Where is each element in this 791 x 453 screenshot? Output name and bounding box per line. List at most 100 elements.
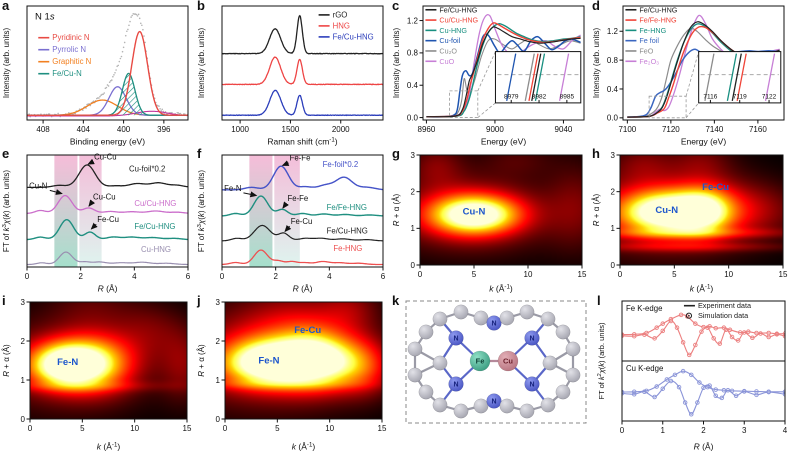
svg-text:2: 2 [611, 187, 616, 196]
svg-text:396: 396 [157, 125, 171, 134]
svg-text:rGO: rGO [333, 10, 348, 19]
svg-text:Fe/Cu-N: Fe/Cu-N [52, 69, 81, 78]
svg-text:10: 10 [524, 270, 533, 279]
panel-b-raman: b 1000 1500 2000 Raman shift (cm-1) Intensity… [195, 0, 390, 148]
svg-text:Fe₂O₃: Fe₂O₃ [639, 57, 659, 66]
svg-text:Cu: Cu [503, 357, 513, 366]
svg-text:0.0: 0.0 [407, 113, 419, 122]
panel-g-chart: 0 5 10 15 0 1 2 3 k (Å-1) R + α (Å) Cu-N [392, 151, 587, 294]
svg-text:Pyrrolic N: Pyrrolic N [52, 45, 86, 54]
svg-text:408: 408 [36, 125, 50, 134]
svg-text:1: 1 [21, 376, 26, 385]
svg-text:FT of k3χ(k) (arb. units): FT of k3χ(k) (arb. units) [2, 170, 11, 252]
svg-text:1.2: 1.2 [407, 16, 419, 25]
svg-text:2: 2 [21, 337, 26, 346]
svg-text:Fe-Cu: Fe-Cu [294, 325, 321, 336]
svg-text:N 1s: N 1s [35, 12, 55, 23]
svg-text:6: 6 [381, 272, 386, 281]
svg-text:Cu-foil*0.2: Cu-foil*0.2 [129, 165, 165, 174]
svg-text:Cu-N: Cu-N [29, 182, 47, 191]
svg-text:Fe/Cu-HNG: Fe/Cu-HNG [327, 226, 368, 235]
svg-text:0: 0 [620, 426, 625, 435]
svg-text:4: 4 [327, 272, 332, 281]
panel-e-chart: 0 2 4 6 R (Å) FT of k3χ(k) (arb. units) Cu-Cu C… [2, 152, 191, 293]
panel-k-structure-model: k N N N Fe Cu N N N [390, 293, 595, 453]
svg-text:Fe-N: Fe-N [258, 356, 279, 367]
panel-e-cu-exafs: e 0 2 4 6 R (Å) FT of k3χ(k) (arb. units) Cu-Cu… [0, 146, 195, 295]
panel-letter-d: d [592, 0, 600, 13]
svg-text:5: 5 [672, 270, 677, 279]
svg-text:0.8: 0.8 [607, 56, 619, 65]
svg-text:Fe-Cu: Fe-Cu [291, 217, 313, 226]
panel-letter-k: k [392, 293, 400, 308]
svg-text:7120: 7120 [662, 125, 680, 134]
svg-text:1: 1 [611, 224, 616, 233]
svg-text:0: 0 [28, 424, 33, 433]
svg-text:Cu₂O: Cu₂O [439, 46, 457, 55]
panel-l-exafs-fit: l Fe K-edge Cu K-edge 0 1 2 3 4 R (Å) FT of k2χ(k… [595, 293, 791, 453]
svg-text:15: 15 [578, 270, 587, 279]
svg-text:0: 0 [25, 272, 30, 281]
panel-i-wavelet-fe: i 0 5 10 15 0 1 2 3 k (Å-1) R + α (Å) Fe-N [0, 293, 195, 453]
svg-text:7160: 7160 [749, 125, 767, 134]
svg-text:6: 6 [186, 272, 191, 281]
svg-text:2: 2 [273, 272, 278, 281]
svg-text:15: 15 [378, 424, 387, 433]
panel-k-model: N N N Fe Cu N N N [405, 300, 587, 424]
panel-letter-a: a [2, 0, 10, 13]
svg-text:Fe/Fe-HNG: Fe/Fe-HNG [327, 203, 367, 212]
panel-letter-h: h [592, 146, 600, 161]
panel-d-fe-xanes: d 7100 7120 7140 7160 0.0 0.4 0.8 1.2 Energy (eV)… [590, 0, 791, 148]
svg-text:5: 5 [472, 270, 477, 279]
svg-text:N: N [529, 382, 534, 389]
svg-text:0: 0 [216, 415, 221, 424]
svg-text:5: 5 [80, 424, 85, 433]
svg-text:Intensity (arb. units): Intensity (arb. units) [197, 28, 206, 99]
svg-text:8985: 8985 [560, 93, 575, 100]
panel-g-wavelet-cu: g 0 5 10 15 0 1 2 3 k (Å-1) R + α (Å) Cu-N [390, 146, 590, 295]
svg-text:4: 4 [783, 426, 788, 435]
panel-letter-f: f [197, 146, 202, 161]
svg-text:Fe/Cu-HNG: Fe/Cu-HNG [639, 5, 677, 14]
panel-h-chart: 0 5 10 15 0 1 2 3 k (Å-1) R + α (Å) Cu-N Fe-Cu [592, 151, 788, 294]
svg-text:Fe-N: Fe-N [224, 184, 241, 193]
svg-text:Simulation data: Simulation data [698, 311, 749, 320]
svg-text:Graphitic N: Graphitic N [52, 57, 91, 66]
svg-text:1000: 1000 [231, 125, 249, 134]
svg-text:1: 1 [216, 376, 221, 385]
svg-text:Intensity (arb. units): Intensity (arb. units) [2, 28, 11, 99]
svg-text:5: 5 [275, 424, 280, 433]
panel-a-chart: 408 404 400 396 Binding energy (eV) Intensity… [2, 5, 189, 147]
panel-a-xps: a 408 404 400 396 Binding energy (eV) Intensit… [0, 0, 195, 148]
svg-text:Cu-Cu: Cu-Cu [93, 193, 116, 202]
svg-text:R + α (Å): R + α (Å) [592, 193, 601, 226]
panel-i-heatmap [30, 302, 187, 419]
svg-text:Experiment data: Experiment data [698, 301, 752, 310]
svg-text:Binding energy (eV): Binding energy (eV) [70, 137, 145, 147]
svg-text:0: 0 [21, 415, 26, 424]
panel-f-chart: 0 2 4 6 R (Å) FT of k3χ(k) (arb. units) Fe-Fe F… [197, 154, 386, 294]
panel-j-chart: 0 5 10 15 0 1 2 3 k (Å-1) R + α (Å) Fe-N Fe-Cu [197, 298, 387, 452]
svg-text:FT of k3χ(k) (arb. units): FT of k3χ(k) (arb. units) [197, 170, 206, 252]
svg-text:4: 4 [132, 272, 137, 281]
svg-text:3: 3 [742, 426, 747, 435]
svg-text:0: 0 [220, 272, 225, 281]
svg-text:Cu/Cu-HNG: Cu/Cu-HNG [134, 199, 176, 208]
svg-text:Fe-N: Fe-N [57, 357, 78, 368]
svg-text:Fe-foil*0.2: Fe-foil*0.2 [323, 160, 359, 169]
panel-i-chart: 0 5 10 15 0 1 2 3 k (Å-1) R + α (Å) Fe-N [2, 298, 192, 452]
svg-text:10: 10 [325, 424, 334, 433]
panel-letter-c: c [392, 0, 400, 13]
panel-c-cu-xanes: c 8960 9000 9040 0.0 0.4 0.8 1.2 Energy (eV) Inte… [390, 0, 590, 148]
svg-text:Fe/Cu-HNG: Fe/Cu-HNG [134, 222, 175, 231]
svg-text:0.4: 0.4 [607, 85, 619, 94]
svg-text:Cu-foil: Cu-foil [439, 36, 460, 45]
svg-text:0: 0 [418, 270, 423, 279]
svg-text:0: 0 [411, 261, 416, 270]
svg-text:Fe-HNG: Fe-HNG [333, 244, 362, 253]
svg-text:10: 10 [724, 270, 733, 279]
svg-text:Cu-Cu: Cu-Cu [94, 152, 117, 161]
svg-text:3: 3 [611, 151, 616, 160]
svg-text:1: 1 [411, 224, 416, 233]
svg-text:Fe: Fe [476, 357, 485, 366]
